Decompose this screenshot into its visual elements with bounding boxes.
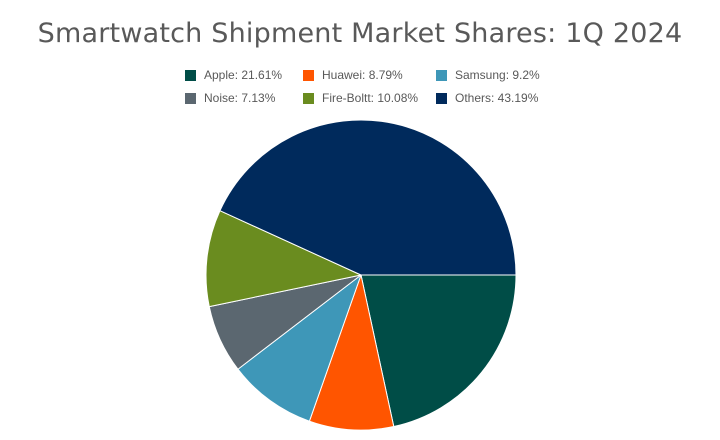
legend-item-apple[interactable]: Apple: 21.61% [185, 68, 303, 82]
legend-swatch-noise [185, 92, 196, 104]
legend-swatch-samsung [436, 69, 447, 81]
legend-label-apple: Apple: 21.61% [204, 68, 283, 82]
legend-item-noise[interactable]: Noise: 7.13% [185, 91, 303, 105]
legend-label-huawei: Huawei: 8.79% [322, 68, 403, 82]
legend-label-fire-boltt: Fire-Boltt: 10.08% [322, 91, 419, 105]
legend-label-others: Others: 43.19% [455, 91, 539, 105]
pie-slice-fire-boltt[interactable] [205, 210, 363, 308]
legend-label-samsung: Samsung: 9.2% [455, 68, 540, 82]
legend-swatch-others [436, 92, 447, 104]
chart-title: Smartwatch Shipment Market Shares: 1Q 20… [37, 18, 683, 49]
legend-swatch-huawei [303, 69, 314, 81]
legend-swatch-fire-boltt [303, 92, 314, 104]
legend-item-samsung[interactable]: Samsung: 9.2% [436, 68, 576, 82]
legend-swatch-apple [185, 69, 196, 81]
pie-slice-others[interactable] [219, 119, 517, 276]
legend-label-noise: Noise: 7.13% [204, 91, 276, 105]
pie-slice-apple[interactable] [360, 274, 517, 428]
pie-slice-samsung[interactable] [237, 273, 363, 422]
pie-slice-huawei[interactable] [308, 273, 395, 431]
legend-item-fire-boltt[interactable]: Fire-Boltt: 10.08% [303, 91, 436, 105]
chart-legend: Apple: 21.61% Huawei: 8.79% Samsung: 9.2… [185, 68, 585, 105]
legend-item-others[interactable]: Others: 43.19% [436, 91, 576, 105]
legend-item-huawei[interactable]: Huawei: 8.79% [303, 68, 436, 82]
